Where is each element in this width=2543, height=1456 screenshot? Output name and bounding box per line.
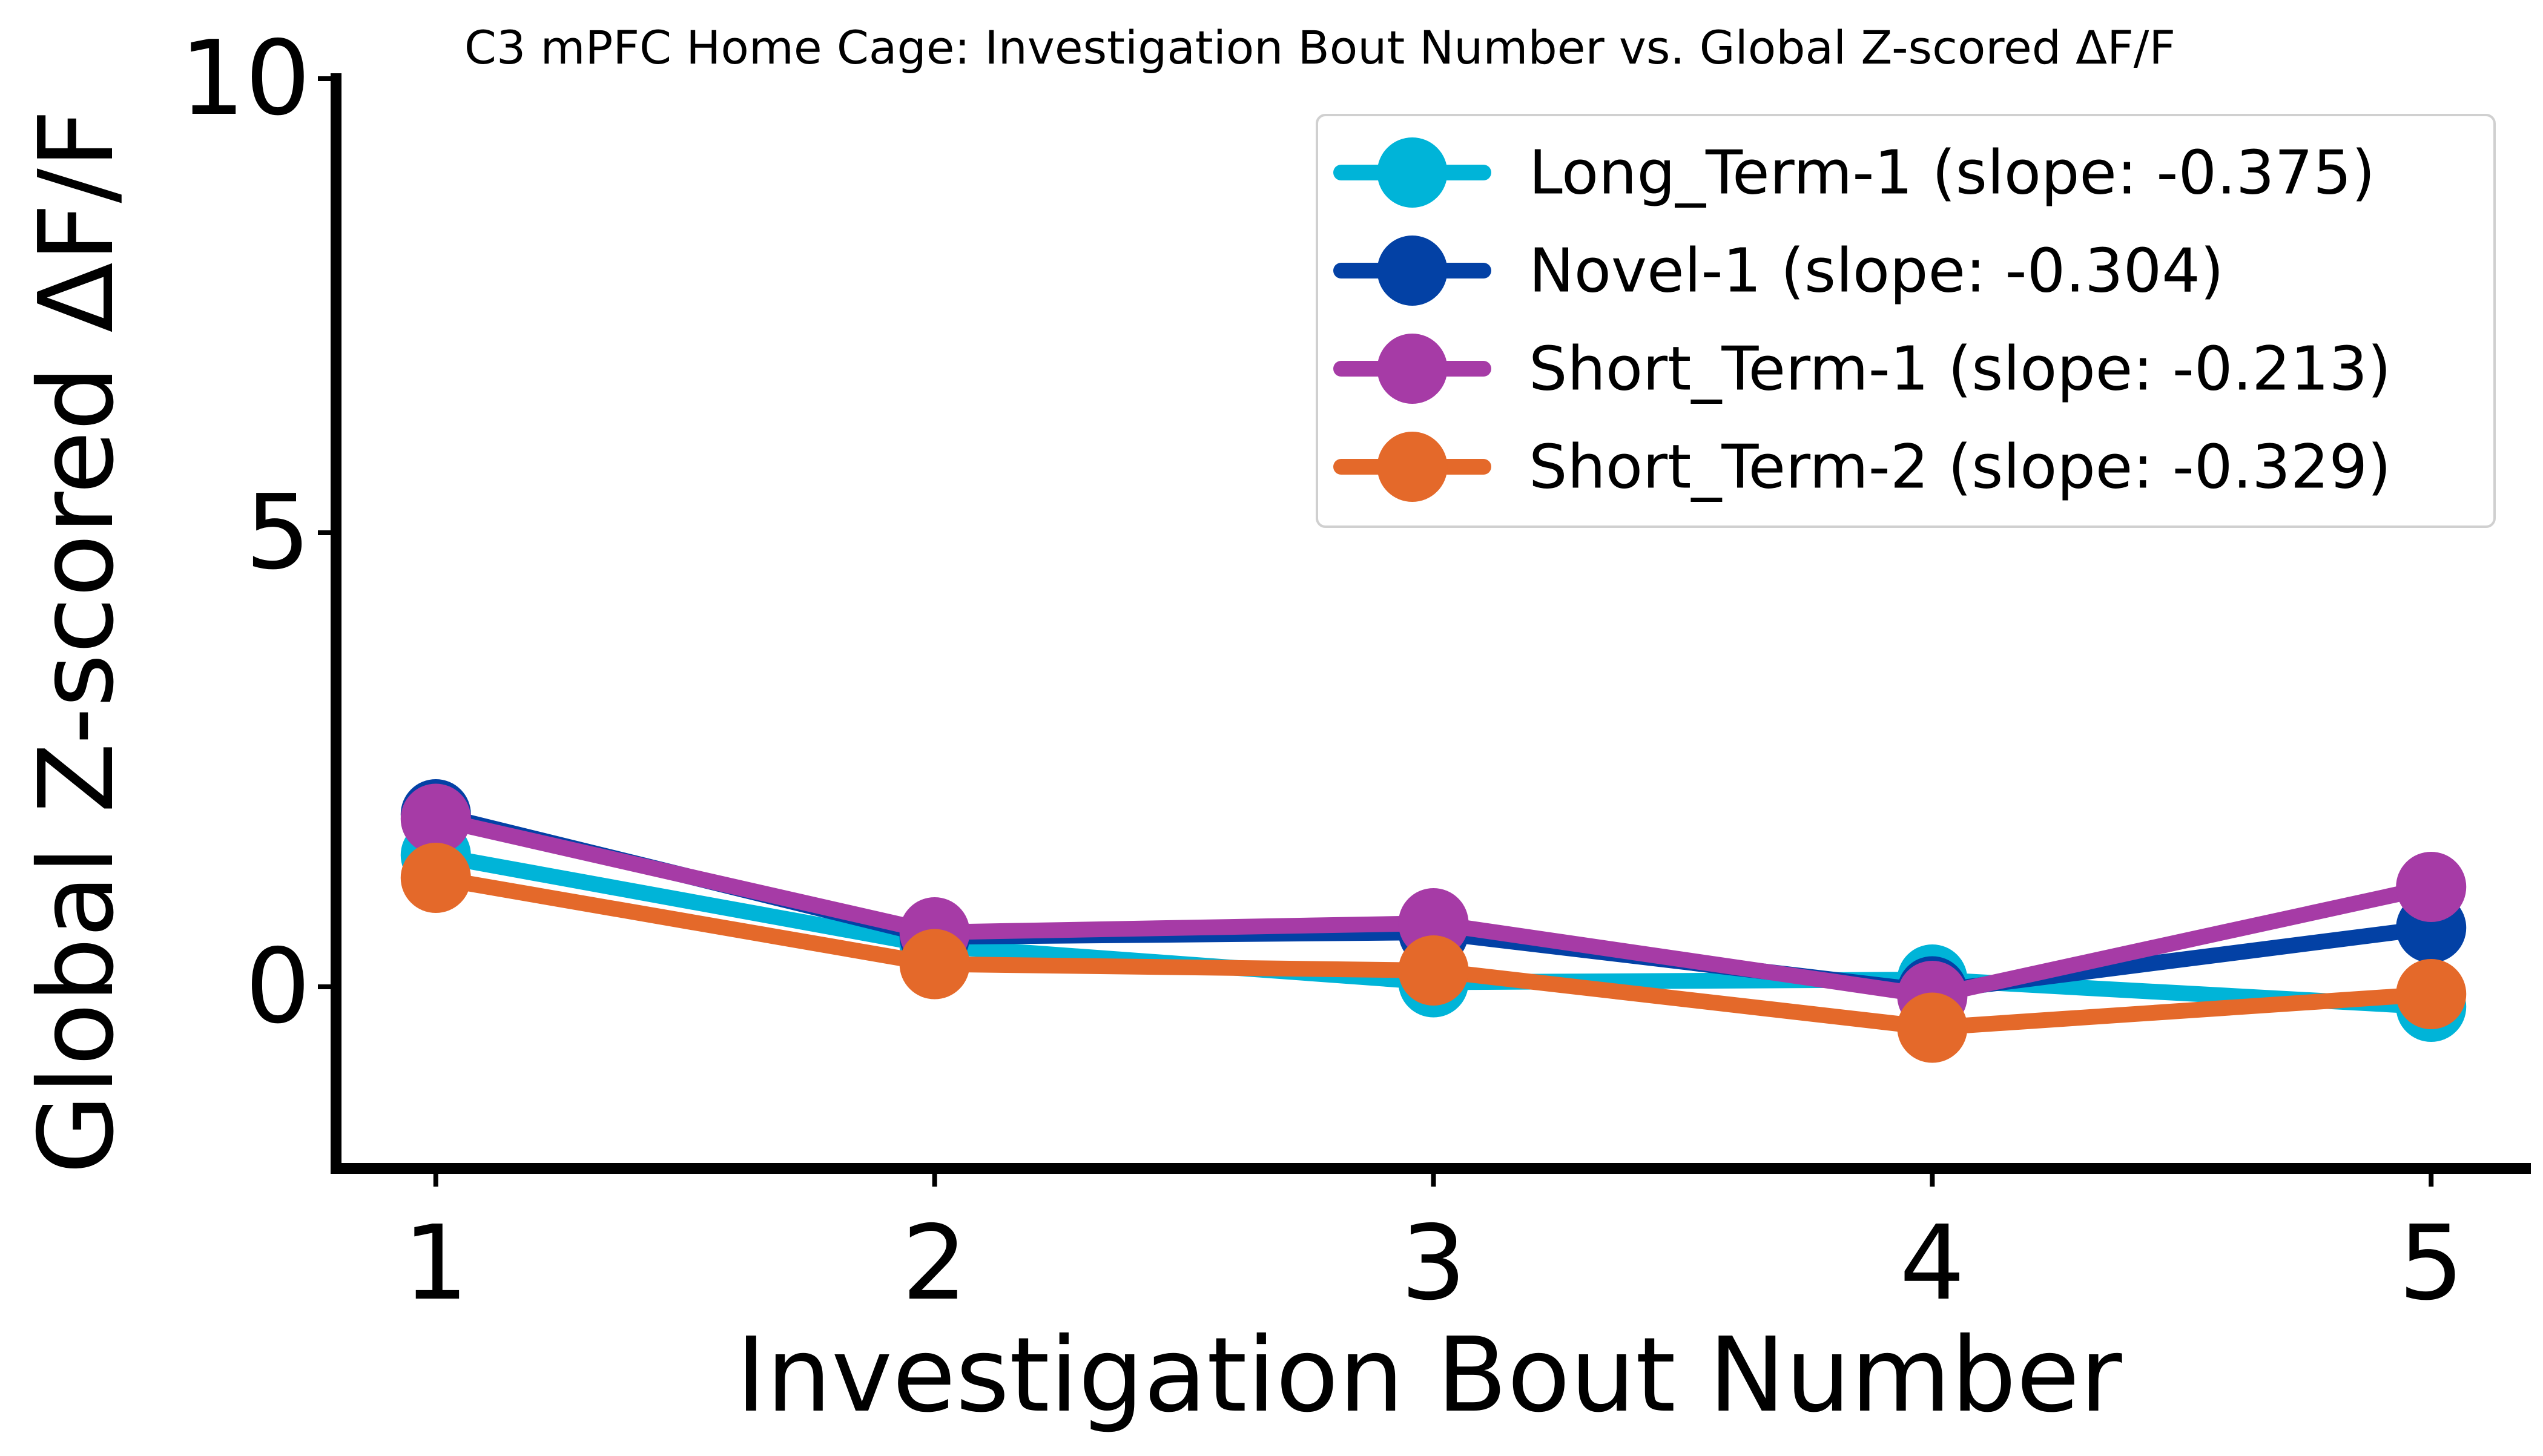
- legend-marker: [1377, 137, 1448, 208]
- legend-item: Novel-1 (slope: -0.304): [1333, 236, 2224, 306]
- x-tick-label: 2: [902, 1204, 968, 1323]
- legend-frame: [1316, 114, 2496, 528]
- series-layer: [400, 779, 2467, 1063]
- legend-item: Short_Term-2 (slope: -0.329): [1333, 432, 2391, 502]
- x-tick-label: 4: [1899, 1204, 1965, 1323]
- y-tick-label: 0: [245, 927, 311, 1047]
- legend-marker: [1377, 432, 1448, 502]
- data-point: [1398, 935, 1469, 1006]
- y-tick-label: 5: [245, 473, 311, 593]
- legend-label: Long_Term-1 (slope: -0.375): [1529, 137, 2375, 208]
- series-4: [400, 843, 2467, 1063]
- data-point: [400, 783, 471, 854]
- y-tick-label: 10: [180, 19, 311, 139]
- data-point: [2396, 852, 2467, 922]
- data-point: [2396, 959, 2467, 1029]
- legend-item: Short_Term-1 (slope: -0.213): [1333, 334, 2391, 404]
- legend-items: Long_Term-1 (slope: -0.375) Novel-1 (slop…: [1333, 137, 2391, 502]
- x-axis-label: Investigation Bout Number: [736, 1316, 2122, 1435]
- x-tick-label: 1: [403, 1204, 469, 1323]
- legend-label: Novel-1 (slope: -0.304): [1529, 236, 2224, 306]
- legend-marker: [1377, 334, 1448, 404]
- legend: Long_Term-1 (slope: -0.375) Novel-1 (slop…: [1316, 114, 2496, 528]
- legend-label: Short_Term-1 (slope: -0.213): [1529, 334, 2391, 404]
- axes-layer: [331, 73, 2531, 1174]
- legend-label: Short_Term-2 (slope: -0.329): [1529, 432, 2391, 502]
- ticks-layer: 0 5 10 1 2 3 4 5: [180, 19, 2464, 1323]
- data-point: [1897, 992, 1968, 1063]
- y-axis-label: Global Z-scored ΔF/F: [17, 109, 137, 1174]
- x-tick-label: 3: [1400, 1204, 1466, 1323]
- x-tick-label: 5: [2398, 1204, 2464, 1323]
- legend-item: Long_Term-1 (slope: -0.375): [1333, 137, 2375, 208]
- chart-title: C3 mPFC Home Cage: Investigation Bout Nu…: [464, 21, 2175, 74]
- legend-marker: [1377, 236, 1448, 306]
- data-point: [400, 843, 471, 913]
- data-point: [899, 929, 970, 1000]
